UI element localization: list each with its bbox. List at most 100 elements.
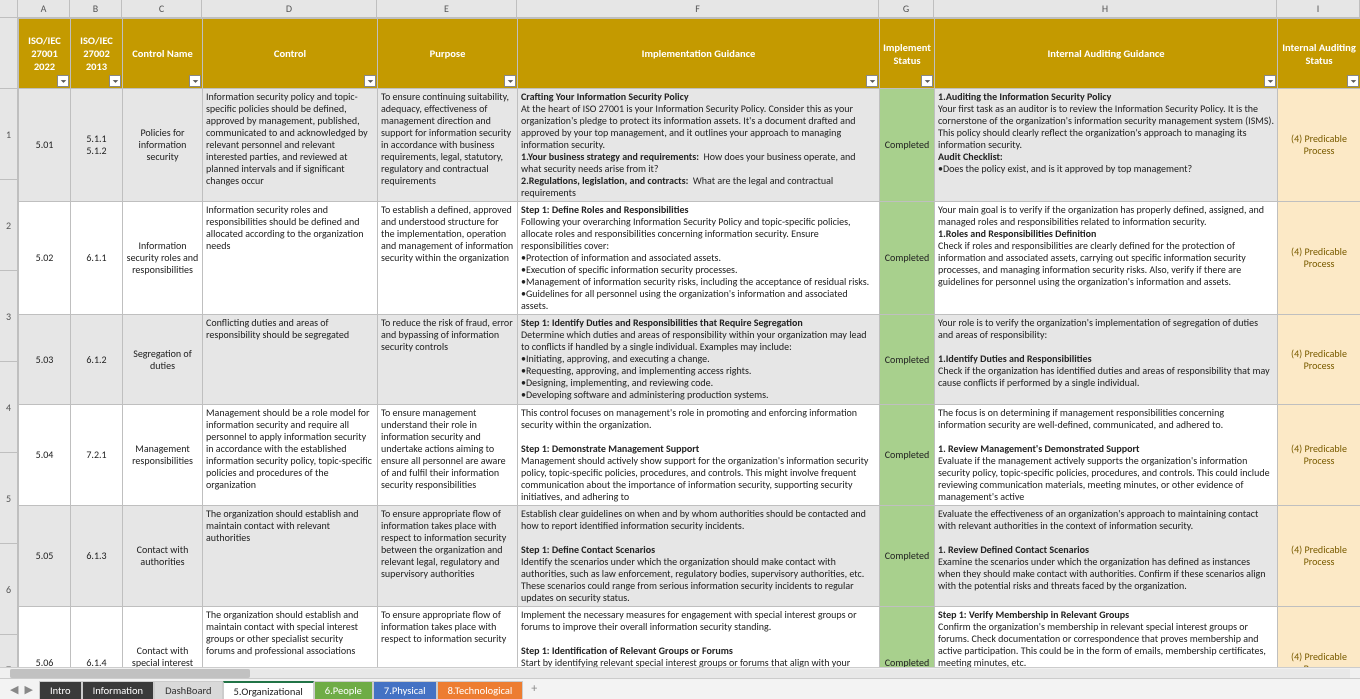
- row-number[interactable]: 6: [0, 544, 17, 635]
- col-letter[interactable]: C: [122, 0, 202, 17]
- grid[interactable]: ISO/IEC 27001 2022ISO/IEC 27002 2013Cont…: [18, 18, 1360, 667]
- row-number[interactable]: 4: [0, 362, 17, 453]
- col-letter[interactable]: B: [70, 0, 122, 17]
- cell-audit-status[interactable]: (4) Predicable Process: [1278, 405, 1360, 506]
- cell-purpose[interactable]: To ensure appropriate flow of informatio…: [378, 506, 518, 607]
- column-header[interactable]: ISO/IEC 27001 2022: [19, 19, 71, 89]
- cell-iso2013[interactable]: 7.2.1: [71, 405, 123, 506]
- cell-audit-guidance[interactable]: 1.Auditing the Information Security Poli…: [935, 89, 1278, 202]
- sheet-tab-intro[interactable]: Intro: [39, 681, 82, 699]
- cell-control-name[interactable]: Contact with special interest groups: [123, 607, 203, 668]
- cell-iso2022[interactable]: 5.02: [19, 202, 71, 315]
- tab-next-icon[interactable]: ▶: [24, 683, 32, 696]
- cell-control-name[interactable]: Management responsibilities: [123, 405, 203, 506]
- column-header[interactable]: Implement Status: [880, 19, 935, 89]
- col-letter[interactable]: F: [517, 0, 879, 17]
- cell-impl-guidance[interactable]: Establish clear guidelines on when and b…: [518, 506, 880, 607]
- col-letter[interactable]: A: [18, 0, 70, 17]
- cell-control[interactable]: The organization should establish and ma…: [203, 607, 378, 668]
- col-letter[interactable]: D: [202, 0, 377, 17]
- cell-status[interactable]: Completed: [880, 506, 935, 607]
- filter-dropdown-icon[interactable]: [189, 75, 201, 87]
- cell-iso2022[interactable]: 5.04: [19, 405, 71, 506]
- cell-status[interactable]: Completed: [880, 607, 935, 668]
- cell-iso2013[interactable]: 6.1.4: [71, 607, 123, 668]
- add-sheet-button[interactable]: +: [523, 682, 545, 696]
- sheet-tab-5-organizational[interactable]: 5.Organizational: [223, 681, 314, 699]
- column-header[interactable]: Internal Auditing Guidance: [935, 19, 1278, 89]
- scroll-thumb[interactable]: [10, 669, 250, 678]
- filter-dropdown-icon[interactable]: [57, 75, 69, 87]
- column-header[interactable]: Purpose: [378, 19, 518, 89]
- cell-purpose[interactable]: To establish a defined, approved and und…: [378, 202, 518, 315]
- cell-control[interactable]: The organization should establish and ma…: [203, 506, 378, 607]
- cell-iso2013[interactable]: 6.1.2: [71, 315, 123, 405]
- filter-dropdown-icon[interactable]: [1264, 75, 1276, 87]
- row-number[interactable]: 7: [0, 635, 17, 667]
- col-letter[interactable]: H: [934, 0, 1277, 17]
- sheet-tab-6-people[interactable]: 6.People: [314, 681, 373, 699]
- col-letter[interactable]: I: [1277, 0, 1360, 17]
- cell-purpose[interactable]: To reduce the risk of fraud, error and b…: [378, 315, 518, 405]
- cell-audit-guidance[interactable]: The focus is on determining if managemen…: [935, 405, 1278, 506]
- cell-control[interactable]: Information security policy and topic-sp…: [203, 89, 378, 202]
- cell-impl-guidance[interactable]: Step 1: Define Roles and Responsibilitie…: [518, 202, 880, 315]
- cell-iso2022[interactable]: 5.06: [19, 607, 71, 668]
- cell-audit-status[interactable]: (4) Predicable Process: [1278, 506, 1360, 607]
- cell-iso2013[interactable]: 6.1.1: [71, 202, 123, 315]
- cell-purpose[interactable]: To ensure management understand their ro…: [378, 405, 518, 506]
- filter-dropdown-icon[interactable]: [1347, 75, 1359, 87]
- column-header[interactable]: Control: [203, 19, 378, 89]
- filter-dropdown-icon[interactable]: [504, 75, 516, 87]
- tab-prev-icon[interactable]: ◀: [10, 683, 18, 696]
- select-all-corner[interactable]: [0, 0, 18, 17]
- horizontal-scrollbar[interactable]: [0, 667, 1360, 678]
- column-header[interactable]: ISO/IEC 27002 2013: [71, 19, 123, 89]
- cell-audit-status[interactable]: (4) Predicable Process: [1278, 89, 1360, 202]
- column-header[interactable]: Implementation Guidance: [518, 19, 880, 89]
- cell-iso2022[interactable]: 5.01: [19, 89, 71, 202]
- row-number[interactable]: 1: [0, 89, 17, 180]
- cell-control-name[interactable]: Policies for information security: [123, 89, 203, 202]
- filter-dropdown-icon[interactable]: [364, 75, 376, 87]
- sheet-tab-8-technological[interactable]: 8.Technological: [437, 681, 524, 699]
- row-number[interactable]: 3: [0, 271, 17, 362]
- sheet-tab-information[interactable]: Information: [82, 681, 155, 699]
- cell-control[interactable]: Conflicting duties and areas of responsi…: [203, 315, 378, 405]
- cell-impl-guidance[interactable]: Implement the necessary measures for eng…: [518, 607, 880, 668]
- filter-dropdown-icon[interactable]: [109, 75, 121, 87]
- row-number[interactable]: 5: [0, 453, 17, 544]
- cell-status[interactable]: Completed: [880, 89, 935, 202]
- cell-audit-status[interactable]: (4) Predicable Process: [1278, 607, 1360, 668]
- cell-control[interactable]: Information security roles and responsib…: [203, 202, 378, 315]
- filter-dropdown-icon[interactable]: [921, 75, 933, 87]
- cell-impl-guidance[interactable]: Crafting Your Information Security Polic…: [518, 89, 880, 202]
- cell-impl-guidance[interactable]: Step 1: Identify Duties and Responsibili…: [518, 315, 880, 405]
- cell-control[interactable]: Management should be a role model for in…: [203, 405, 378, 506]
- cell-control-name[interactable]: Contact with authorities: [123, 506, 203, 607]
- cell-status[interactable]: Completed: [880, 405, 935, 506]
- cell-audit-guidance[interactable]: Step 1: Verify Membership in Relevant Gr…: [935, 607, 1278, 668]
- cell-audit-guidance[interactable]: Your main goal is to verify if the organ…: [935, 202, 1278, 315]
- cell-control-name[interactable]: Segregation of duties: [123, 315, 203, 405]
- row-number[interactable]: 2: [0, 180, 17, 271]
- sheet-tab-7-physical[interactable]: 7.Physical: [373, 681, 437, 699]
- cell-iso2022[interactable]: 5.03: [19, 315, 71, 405]
- column-header[interactable]: Control Name: [123, 19, 203, 89]
- cell-status[interactable]: Completed: [880, 315, 935, 405]
- filter-dropdown-icon[interactable]: [866, 75, 878, 87]
- cell-audit-guidance[interactable]: Your role is to verify the organization'…: [935, 315, 1278, 405]
- col-letter[interactable]: E: [377, 0, 517, 17]
- cell-purpose[interactable]: To ensure appropriate flow of informatio…: [378, 607, 518, 668]
- cell-audit-status[interactable]: (4) Predicable Process: [1278, 202, 1360, 315]
- cell-iso2013[interactable]: 5.1.15.1.2: [71, 89, 123, 202]
- cell-impl-guidance[interactable]: This control focuses on management's rol…: [518, 405, 880, 506]
- cell-audit-guidance[interactable]: Evaluate the effectiveness of an organiz…: [935, 506, 1278, 607]
- cell-status[interactable]: Completed: [880, 202, 935, 315]
- cell-control-name[interactable]: Information security roles and responsib…: [123, 202, 203, 315]
- col-letter[interactable]: G: [879, 0, 934, 17]
- tab-nav-arrows[interactable]: ◀ ▶: [4, 683, 39, 696]
- cell-audit-status[interactable]: (4) Predicable Process: [1278, 315, 1360, 405]
- column-header[interactable]: Internal Auditing Status: [1278, 19, 1360, 89]
- cell-purpose[interactable]: To ensure continuing suitability, adequa…: [378, 89, 518, 202]
